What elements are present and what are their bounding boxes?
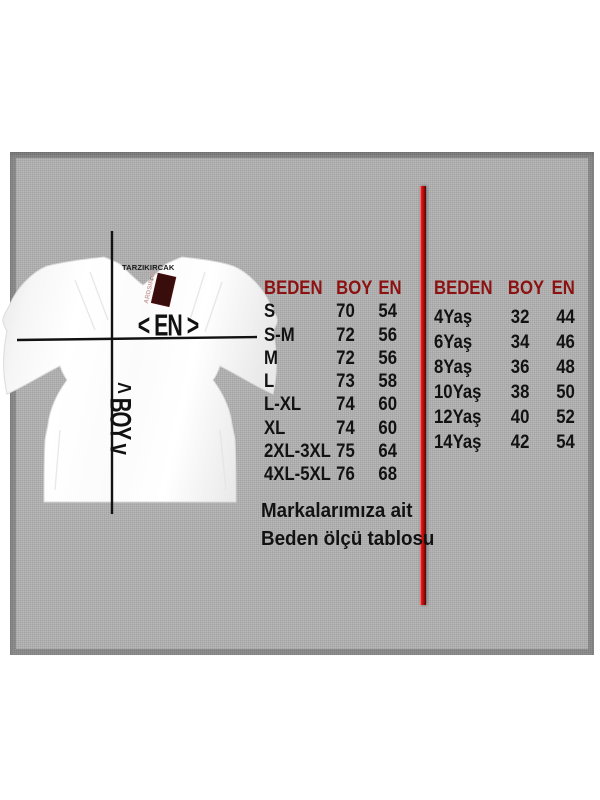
svg-text:< EN >: < EN > [138, 308, 199, 343]
svg-text:TARZIKIRCAK: TARZIKIRCAK [122, 263, 175, 272]
svg-text:^ BOY v: ^ BOY v [104, 382, 137, 456]
